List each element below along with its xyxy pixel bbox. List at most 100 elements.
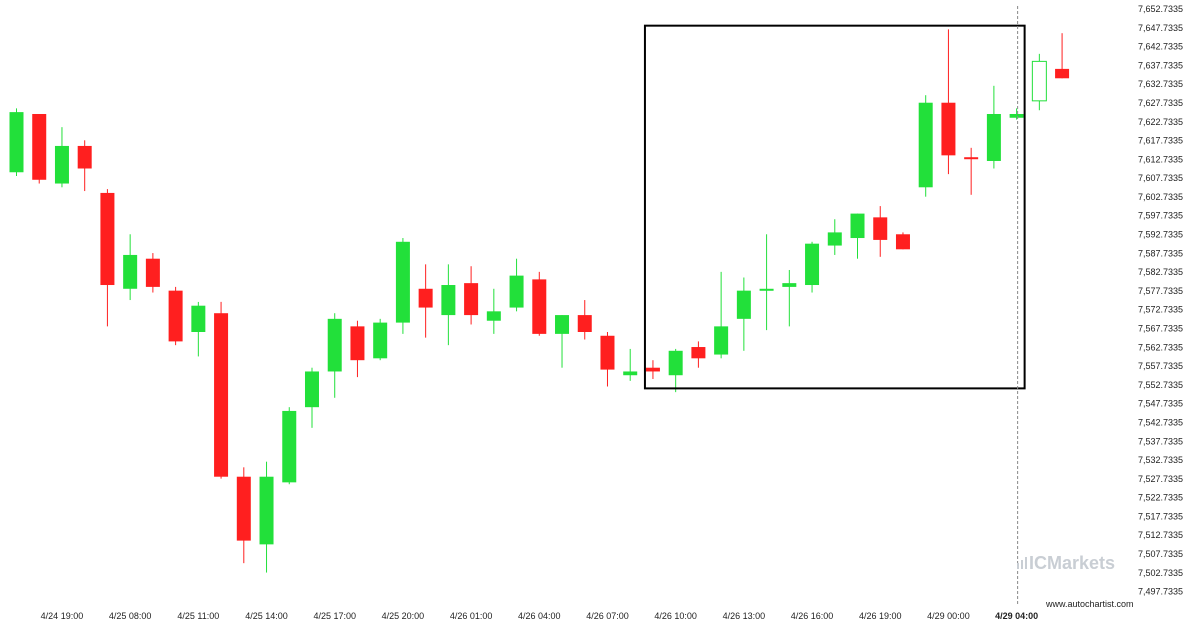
candle <box>827 219 842 255</box>
candle-body <box>555 315 570 334</box>
candle <box>9 108 24 177</box>
candle <box>54 127 69 188</box>
candle-body <box>873 217 888 240</box>
y-tick-label: 7,577.7335 <box>1138 286 1183 296</box>
y-tick-label: 7,572.7335 <box>1138 305 1183 315</box>
x-tick-label: 4/25 20:00 <box>382 611 425 621</box>
y-tick-label: 7,552.7335 <box>1138 380 1183 390</box>
y-tick-label: 7,522.7335 <box>1138 493 1183 503</box>
x-tick-label: 4/29 00:00 <box>927 611 970 621</box>
candle <box>782 269 797 327</box>
candle <box>441 264 456 346</box>
y-tick-label: 7,642.7335 <box>1138 42 1183 52</box>
candle-body <box>54 145 69 184</box>
candle <box>259 461 274 573</box>
candle <box>623 348 638 381</box>
y-tick-label: 7,622.7335 <box>1138 117 1183 127</box>
candle-body <box>77 145 92 169</box>
candle-body <box>236 476 251 541</box>
candle-body <box>645 367 660 372</box>
candle <box>168 286 183 346</box>
candle <box>191 301 206 357</box>
y-tick-label: 7,602.7335 <box>1138 192 1183 202</box>
y-tick-label: 7,612.7335 <box>1138 154 1183 164</box>
candle-body <box>964 157 979 160</box>
candle-body <box>941 102 956 156</box>
candle <box>327 313 342 398</box>
y-tick-label: 7,507.7335 <box>1138 549 1183 559</box>
site-url[interactable]: www.autochartist.com <box>1045 599 1134 609</box>
candles <box>9 29 1070 573</box>
y-tick-label: 7,502.7335 <box>1138 568 1183 578</box>
candle <box>805 241 820 293</box>
candle-body <box>850 213 865 239</box>
y-tick-label: 7,637.7335 <box>1138 60 1183 70</box>
y-tick-label: 7,512.7335 <box>1138 530 1183 540</box>
candle-body <box>327 318 342 372</box>
candle <box>304 367 319 428</box>
x-tick-label: 4/26 16:00 <box>791 611 834 621</box>
x-tick-label: 4/26 19:00 <box>859 611 902 621</box>
x-tick-label: 4/26 13:00 <box>723 611 766 621</box>
x-tick-label: 4/29 04:00 <box>995 611 1038 621</box>
candle <box>736 277 751 351</box>
candle-body <box>827 232 842 246</box>
overlay <box>643 6 1026 604</box>
candle-body <box>1031 60 1047 102</box>
candle <box>1009 108 1024 120</box>
y-tick-label: 7,567.7335 <box>1138 323 1183 333</box>
candle <box>714 271 729 359</box>
candle-body <box>214 313 229 477</box>
y-tick-label: 7,547.7335 <box>1138 399 1183 409</box>
candle <box>214 301 229 479</box>
x-tick-label: 4/25 14:00 <box>245 611 288 621</box>
candle-body <box>32 113 47 180</box>
candle <box>350 320 365 378</box>
candle <box>77 140 92 192</box>
candle-body <box>1009 113 1024 118</box>
candle-body <box>668 350 683 376</box>
candle <box>850 213 865 259</box>
y-tick-label: 7,497.7335 <box>1138 587 1183 597</box>
x-tick-label: 4/26 01:00 <box>450 611 493 621</box>
candle <box>895 232 910 250</box>
y-tick-label: 7,592.7335 <box>1138 230 1183 240</box>
candle-body <box>895 234 910 250</box>
candle <box>418 264 433 338</box>
candle-body <box>1055 68 1070 79</box>
candle <box>941 29 956 175</box>
y-tick-label: 7,632.7335 <box>1138 79 1183 89</box>
pattern-box <box>643 24 1026 390</box>
watermark-text: ICMarkets <box>1029 553 1115 573</box>
candle <box>555 315 570 368</box>
candle-body <box>100 192 115 286</box>
candle <box>668 348 683 393</box>
y-tick-label: 7,652.7335 <box>1138 4 1183 14</box>
candle-body <box>395 241 410 323</box>
y-tick-label: 7,557.7335 <box>1138 361 1183 371</box>
y-tick-label: 7,617.7335 <box>1138 136 1183 146</box>
y-tick-label: 7,587.7335 <box>1138 248 1183 258</box>
candle <box>873 206 888 257</box>
candle <box>645 360 660 379</box>
candle-body <box>9 112 24 173</box>
y-tick-label: 7,542.7335 <box>1138 417 1183 427</box>
candle-body <box>623 371 638 376</box>
candle <box>282 407 297 485</box>
candle <box>236 467 251 564</box>
candle <box>395 238 410 334</box>
candle-body <box>304 371 319 408</box>
y-tick-label: 7,532.7335 <box>1138 455 1183 465</box>
candle-body <box>282 410 297 483</box>
candle-body <box>350 326 365 361</box>
y-tick-label: 7,517.7335 <box>1138 511 1183 521</box>
watermark-bar-1 <box>1017 563 1019 569</box>
candle <box>577 300 592 340</box>
candle <box>373 318 388 361</box>
candle <box>759 234 774 331</box>
candle-body <box>736 290 751 319</box>
y-tick-label: 7,527.7335 <box>1138 474 1183 484</box>
candle <box>964 147 979 195</box>
candle <box>509 258 524 312</box>
